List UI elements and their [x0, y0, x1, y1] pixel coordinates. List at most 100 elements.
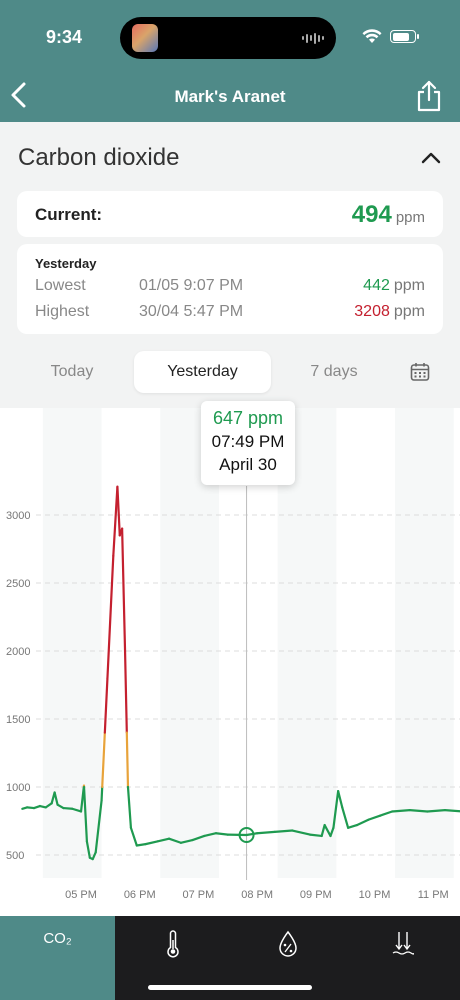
data-line-segment [116, 485, 121, 537]
tab-today[interactable]: Today [50, 363, 94, 380]
data-line-segment [367, 814, 382, 821]
data-line-segment [179, 838, 194, 844]
data-line-segment [156, 837, 171, 843]
data-line-segment [44, 802, 53, 809]
current-card: Current: 494 ppm [17, 191, 443, 237]
tooltip-time: 07:49 PM [211, 432, 285, 451]
data-line-segment [94, 799, 103, 854]
share-button[interactable] [416, 80, 442, 112]
data-line-segment [329, 826, 335, 838]
data-line-segment [379, 810, 394, 817]
status-icons [362, 29, 419, 44]
data-line-segment [341, 806, 350, 829]
data-line-segment [53, 791, 59, 806]
current-value: 494 ppm [352, 201, 425, 229]
data-line-segment [337, 789, 344, 809]
data-line-segment [245, 832, 259, 837]
current-unit: ppm [395, 209, 425, 226]
y-tick-label: 2000 [6, 646, 30, 658]
tab-temperature[interactable] [115, 916, 230, 1000]
data-line-segment [129, 826, 138, 847]
current-number: 494 [351, 201, 392, 228]
highest-value: 3208 [354, 303, 390, 320]
home-indicator [148, 985, 312, 990]
media-artwork [132, 24, 158, 52]
tooltip-date: April 30 [219, 455, 277, 474]
x-tick-label: 07 PM [183, 889, 215, 901]
selected-point-marker [238, 827, 255, 844]
data-line-segment [112, 485, 119, 557]
dynamic-island[interactable] [120, 17, 336, 59]
lowest-unit: ppm [393, 277, 425, 294]
lowest-value: 442 [363, 277, 390, 294]
current-label: Current: [35, 205, 103, 224]
back-button[interactable] [8, 80, 30, 110]
status-time: 9:34 [46, 27, 83, 47]
data-line-segment [82, 785, 88, 843]
tooltip-value: 647 ppm [212, 408, 284, 428]
highest-unit: ppm [393, 303, 425, 320]
data-line-segment [91, 851, 97, 861]
y-tick-label: 1000 [6, 782, 30, 794]
tab-co2[interactable]: CO₂ [0, 916, 115, 1000]
data-line-segment [273, 829, 294, 833]
y-tick-label: 1500 [6, 714, 30, 726]
x-tick-label: 05 PM [65, 889, 97, 901]
chart-band [42, 408, 102, 878]
tab-yesterday[interactable]: Yesterday [134, 351, 271, 393]
chart-tooltip: 647 ppm 07:49 PM April 30 [201, 401, 295, 485]
x-tick-label: 06 PM [124, 889, 156, 901]
wifi-icon [362, 29, 382, 43]
humidity-icon [278, 930, 297, 957]
calendar-icon[interactable] [410, 362, 430, 382]
data-line-segment [25, 806, 36, 810]
x-tick-label: 10 PM [359, 889, 391, 901]
tab-7-days[interactable]: 7 days [310, 363, 358, 380]
yesterday-card: Yesterday Lowest 01/05 9:07 PM 442 ppm Hi… [17, 244, 443, 334]
co2-label: CO₂ [43, 930, 72, 947]
data-line-segment [256, 830, 276, 835]
data-line-segment [320, 823, 326, 838]
data-line-segment [121, 527, 127, 653]
chart-band [160, 408, 219, 878]
data-line-segment [71, 807, 83, 813]
data-line-segment [355, 818, 370, 827]
lowest-datetime: 01/05 9:07 PM [139, 277, 244, 294]
data-line-segment [308, 833, 323, 838]
tab-humidity[interactable] [230, 916, 345, 1000]
data-line-segment [203, 832, 218, 838]
co2-chart[interactable]: 500 1000 1500 2000 2500 3000 05 PM 06 PM 07 PM 08… [0, 408, 460, 916]
battery-icon [390, 30, 419, 43]
data-line-segment [101, 731, 106, 789]
x-tick-label: 09 PM [300, 889, 332, 901]
tab-pressure[interactable] [345, 916, 460, 1000]
app-header: 9:34 Mark's Aranet [0, 0, 460, 122]
data-line-segment [167, 837, 182, 844]
thermometer-icon [166, 930, 179, 958]
data-line-segment [56, 803, 65, 810]
chart-band [395, 408, 454, 878]
chart-svg[interactable]: 500 1000 1500 2000 2500 3000 05 PM 06 PM 07 PM 08… [0, 408, 460, 916]
y-tick-label: 500 [6, 850, 24, 862]
data-line-segment [347, 823, 359, 829]
data-line-segment [291, 829, 312, 836]
data-line-segment [85, 840, 91, 859]
data-line-segment [214, 832, 229, 836]
data-line-segment [106, 554, 115, 680]
data-line-segment [123, 649, 128, 734]
y-tick-label: 3000 [6, 510, 30, 522]
data-line-segment [125, 731, 130, 789]
highest-label: Highest [35, 303, 90, 320]
data-line-segment [323, 823, 332, 838]
pressure-icon [392, 932, 414, 955]
section-title: Carbon dioxide [18, 144, 180, 171]
data-line-segment [103, 677, 109, 734]
data-line-segment [443, 809, 460, 813]
highest-datetime: 30/04 5:47 PM [139, 303, 244, 320]
data-line-segment [135, 843, 147, 847]
x-tick-label: 11 PM [418, 889, 449, 901]
data-line-segment [191, 834, 206, 842]
lowest-row: Lowest 01/05 9:07 PM 442 ppm [35, 277, 425, 297]
audio-wave-icon [302, 32, 324, 44]
collapse-chevron-icon[interactable] [420, 150, 442, 166]
